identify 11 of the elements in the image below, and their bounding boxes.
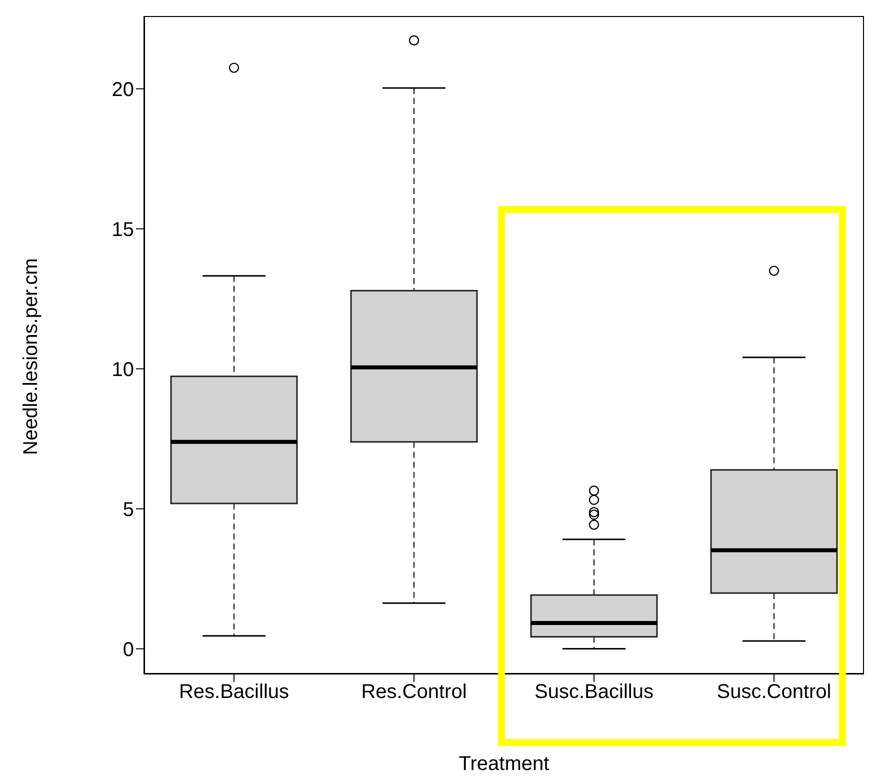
y-tick-label: 20	[112, 78, 134, 101]
x-tick-label: Res.Control	[361, 681, 467, 704]
x-tick-label: Susc.Bacillus	[534, 681, 654, 704]
y-axis-title: Needle.lesions.per.cm	[20, 258, 42, 455]
y-tick-label: 15	[112, 218, 134, 241]
x-axis-title: Treatment	[458, 753, 550, 775]
x-tick-label: Susc.Control	[716, 681, 832, 704]
y-tick-label: 5	[122, 498, 134, 521]
y-tick-label: 10	[112, 358, 134, 381]
x-tick-label: Res.Bacillus	[178, 681, 290, 704]
y-tick-label: 0	[122, 638, 134, 661]
